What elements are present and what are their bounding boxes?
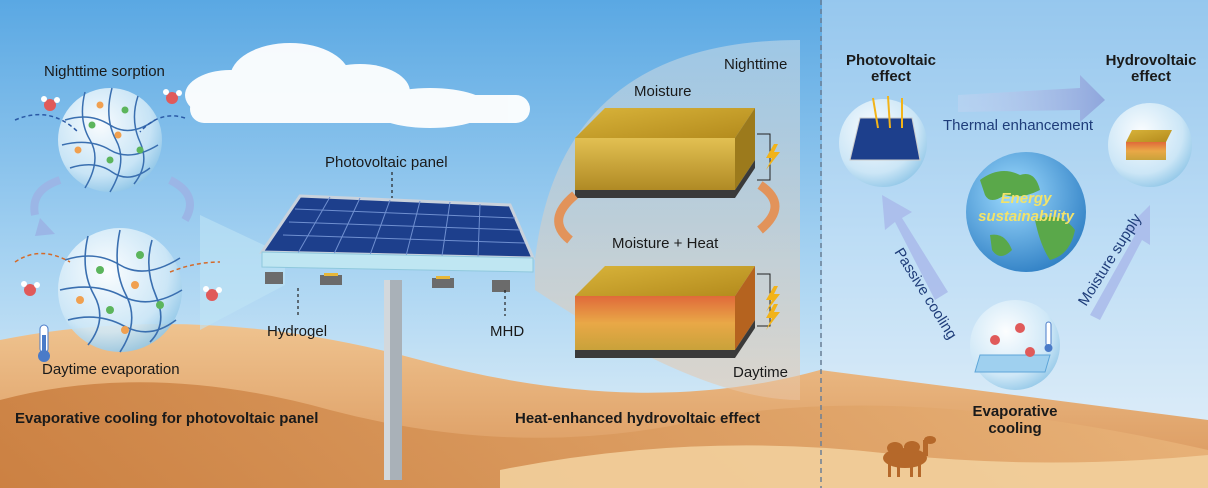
hydrovoltaic-effect-label: Hydrovoltaic effect [1096, 53, 1206, 85]
hydrovoltaic-effect-line1: Hydrovoltaic [1105, 52, 1197, 69]
mhd-label: MHD [490, 323, 525, 340]
nighttime-label: Nighttime [724, 56, 788, 73]
photovoltaic-bubble [839, 95, 927, 187]
photovoltaic-panel-label: Photovoltaic panel [325, 154, 448, 171]
hydrovoltaic-device-day [575, 266, 771, 358]
daytime-evaporation-label: Daytime evaporation [42, 361, 180, 378]
solar-panel [259, 194, 536, 292]
hydrovoltaic-bubble [1108, 103, 1192, 187]
thermal-enhancement-label: Thermal enhancement [943, 117, 1094, 134]
evaporative-line2: cooling [988, 420, 1042, 437]
thermometer-icon [38, 324, 50, 362]
hydrovoltaic-device-night [575, 108, 771, 198]
photovoltaic-effect-line1: Photovoltaic [845, 52, 936, 69]
photovoltaic-effect-label: Photovoltaic effect [836, 53, 946, 85]
sustainability-word: sustainability [978, 208, 1074, 225]
nighttime-sorption-label: Nighttime sorption [44, 63, 165, 80]
moisture-label: Moisture [634, 83, 692, 100]
hydrovoltaic-effect-line2: effect [1130, 68, 1171, 85]
evaporative-cooling-label: Evaporative cooling [965, 403, 1065, 437]
cloud [185, 43, 530, 128]
evaporative-line1: Evaporative [972, 403, 1058, 420]
earth-globe [966, 152, 1086, 272]
heat-enhanced-title: Heat-enhanced hydrovoltaic effect [515, 410, 761, 427]
moisture-heat-label: Moisture + Heat [612, 235, 719, 252]
energy-word: Energy [1000, 190, 1052, 207]
water-molecule-icons [21, 89, 222, 301]
sorption-bubble [58, 87, 162, 193]
hydrogel-label: Hydrogel [267, 323, 328, 340]
daytime-label: Daytime [733, 364, 789, 381]
energy-sustainability-label: Energy sustainability [976, 190, 1076, 226]
photovoltaic-effect-line2: effect [870, 68, 911, 85]
evaporative-cooling-pv-title: Evaporative cooling for photovoltaic pan… [15, 410, 319, 427]
camel-icon [883, 436, 936, 477]
lightning-icons [766, 144, 780, 330]
evaporation-bubble [58, 228, 183, 353]
evaporative-cooling-bubble [970, 300, 1060, 390]
